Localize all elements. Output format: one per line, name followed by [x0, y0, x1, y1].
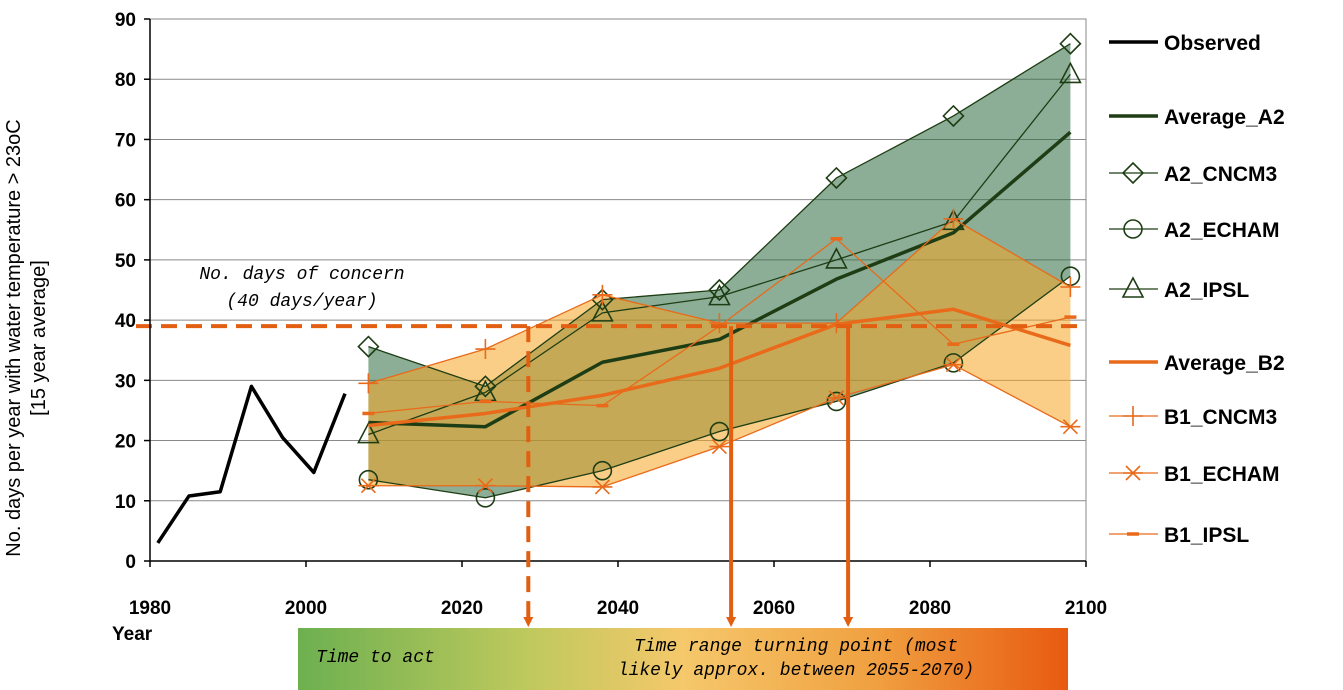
legend-label-b1-cncm3: B1_CNCM3	[1164, 406, 1277, 429]
legend-marker-b1-cncm3	[1123, 406, 1143, 426]
ytick-label-30: 30	[115, 371, 136, 392]
legend-label-observed: Observed	[1164, 32, 1261, 55]
point-a2-echam-2083	[943, 353, 964, 373]
point-b1-echam-2038	[592, 479, 613, 495]
point-b1-echam-2008	[358, 478, 379, 494]
ytick-label-90: 90	[115, 10, 136, 31]
concern-label-line-2: (40 days/year)	[226, 292, 377, 312]
point-a2-cncm3-2053	[708, 278, 731, 302]
ytick-label-70: 70	[115, 130, 136, 151]
range-bands	[368, 43, 1071, 498]
series-lines	[156, 32, 1082, 544]
point-a2-echam-2023	[475, 487, 496, 508]
legend-label-average-b2: Average_B2	[1164, 352, 1285, 375]
series-line-average-b2	[368, 307, 1071, 428]
point-a2-cncm3-2008	[357, 335, 380, 358]
ytick-label-20: 20	[115, 432, 136, 453]
time-to-act-label: Time to act	[316, 648, 435, 668]
point-b1-cncm3-2023	[475, 339, 496, 360]
ytick-label-60: 60	[115, 191, 136, 212]
point-b1-cncm3-2098	[1060, 276, 1081, 297]
turning-point-line-2: likely approx. between 2055-2070)	[617, 661, 975, 681]
ytick-label-40: 40	[115, 311, 136, 332]
ylabel-line-1: No. days per year with water temperature…	[3, 119, 25, 556]
xtick-label-2020: 2020	[441, 598, 483, 619]
concern-label-line-1: No. days of concern	[199, 265, 404, 285]
point-b1-echam-2098	[1060, 419, 1081, 435]
legend-label-a2-echam: A2_ECHAM	[1164, 219, 1280, 242]
ytick-label-10: 10	[115, 492, 136, 513]
concern-threshold: No. days of concern (40 days/year)	[136, 265, 1086, 329]
tick-labels: 0 10 20 30 40 50 60 70 80 90 1980 2000 2020 2040 2060 2…	[115, 10, 1107, 619]
point-a2-echam-2053	[709, 421, 730, 442]
series-line-a2-cncm3	[368, 43, 1071, 388]
y-axis-label: No. days per year with water temperature…	[3, 119, 50, 556]
point-b1-echam-2023	[475, 478, 496, 494]
legend-marker-a2-cncm3	[1121, 161, 1145, 185]
legend-marker-a2-echam	[1123, 219, 1143, 239]
band-B2	[368, 218, 1071, 487]
series-line-average-a2	[368, 130, 1072, 429]
point-b1-cncm3-2068	[826, 313, 847, 334]
point-b1-echam-2083	[943, 357, 964, 373]
point-a2-ipsl-2038	[591, 300, 614, 322]
point-a2-cncm3-2098	[1059, 32, 1082, 55]
point-a2-ipsl-2068	[825, 247, 848, 269]
axes	[144, 18, 1087, 567]
point-a2-echam-2008	[358, 469, 379, 490]
xtick-label-2080: 2080	[909, 598, 951, 619]
legend-label-b1-echam: B1_ECHAM	[1164, 463, 1280, 486]
point-b1-echam-2053	[709, 439, 730, 455]
legend-marker-a2-ipsl	[1121, 276, 1145, 298]
series-line-a2-echam	[368, 275, 1071, 499]
ytick-label-50: 50	[115, 251, 136, 272]
xtick-label-2060: 2060	[753, 598, 795, 619]
point-b1-cncm3-2083	[943, 208, 964, 229]
point-b1-cncm3-2008	[358, 373, 379, 394]
ytick-label-80: 80	[115, 70, 136, 91]
point-b1-cncm3-2038	[592, 284, 613, 305]
timeline-bar: Time to act Time range turning point (mo…	[298, 628, 1068, 690]
xtick-label-2100: 2100	[1065, 598, 1107, 619]
point-a2-cncm3-2023	[474, 375, 497, 398]
legend: Observed Average_A2 A2_CNCM3 A2_ECHAM A2_IPS…	[1109, 32, 1285, 547]
point-a2-echam-2038	[592, 460, 613, 481]
point-a2-cncm3-2083	[942, 104, 965, 128]
ytick-label-0: 0	[125, 552, 136, 573]
legend-label-a2-cncm3: A2_CNCM3	[1164, 163, 1277, 186]
legend-label-b1-ipsl: B1_IPSL	[1164, 524, 1249, 547]
point-a2-ipsl-2008	[357, 421, 380, 444]
point-b1-echam-2068	[826, 390, 847, 406]
point-b1-cncm3-2053	[709, 313, 730, 334]
ylabel-line-2: [15 year average]	[28, 260, 50, 416]
turning-point-line-1: Time range turning point (most	[633, 637, 959, 657]
xtick-label-2040: 2040	[597, 598, 639, 619]
annotations	[523, 326, 854, 627]
xtick-label-2000: 2000	[285, 598, 327, 619]
x-axis-title: Year	[112, 624, 153, 645]
xtick-label-1980: 1980	[129, 598, 171, 619]
point-a2-ipsl-2098	[1059, 61, 1082, 84]
point-a2-cncm3-2068	[825, 166, 848, 190]
series-line-observed	[156, 384, 347, 544]
point-a2-ipsl-2053	[708, 283, 731, 306]
turning-point-label: Time range turning point (most likely ap…	[526, 635, 1066, 683]
legend-label-a2-ipsl: A2_IPSL	[1164, 279, 1249, 302]
legend-marker-b1-echam	[1123, 465, 1143, 481]
point-a2-ipsl-2083	[942, 208, 965, 231]
legend-label-average-a2: Average_A2	[1164, 106, 1285, 129]
